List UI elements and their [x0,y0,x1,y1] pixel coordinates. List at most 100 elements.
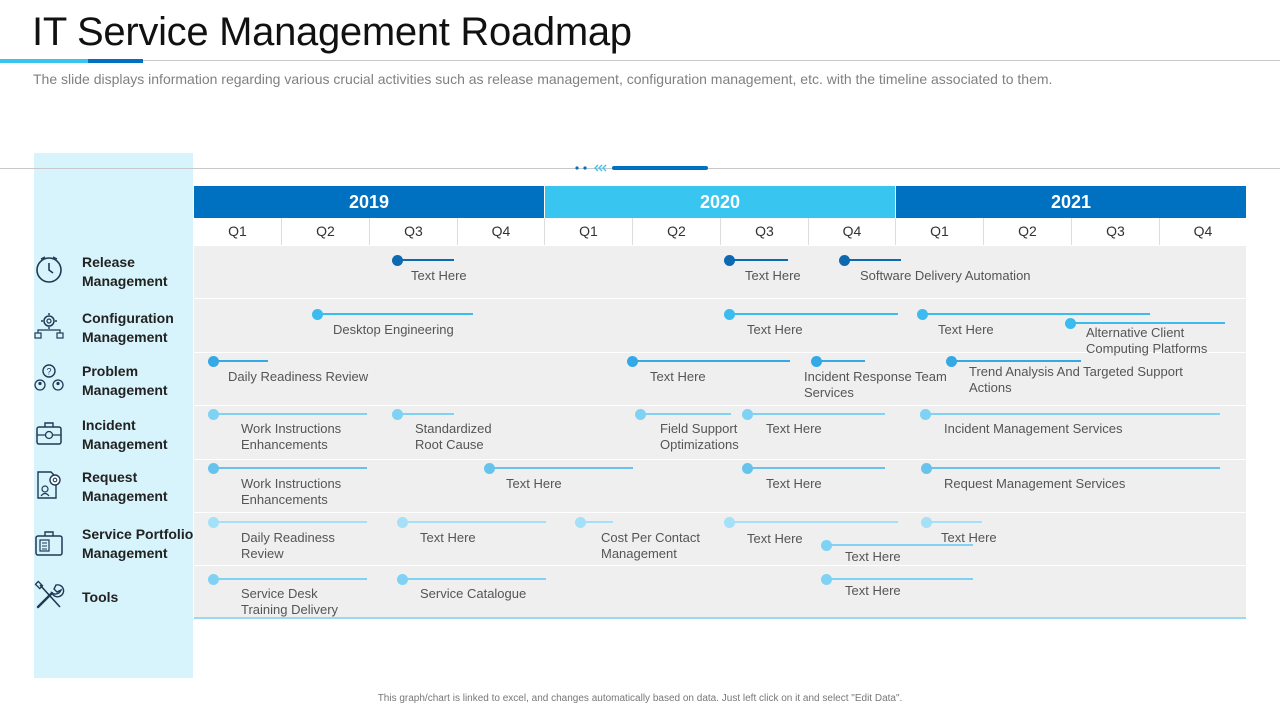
activity-label: Daily Readiness Review [228,369,369,384]
activity-bar [748,467,885,469]
activity-bar [952,360,1081,362]
row-band-tools [194,565,1246,617]
activity-bar [490,467,633,469]
activity-label: Text Here [766,421,822,436]
activity-bar [581,521,613,523]
activity-marker [821,539,832,551]
activity-label: Incident Management Services [944,421,1123,436]
activity-label: Standardized Root Cause [415,421,492,452]
activity-bar [403,521,546,523]
activity-label: Text Here [747,531,803,546]
quarter-label: Q3 [1072,218,1160,245]
svg-text:?: ? [47,367,52,377]
activity-label: Text Here [845,549,901,564]
quarter-label: Q1 [896,218,984,245]
activity-bar [817,360,865,362]
activity-label: Service Desk Training Delivery [241,586,339,617]
tools-icon [34,580,65,609]
title-accent-dark [88,59,143,63]
category-incident-management: Incident Management [82,417,168,452]
activity-label: Text Here [420,530,476,545]
activity-bar [748,413,885,415]
activity-marker [724,308,735,320]
activity-label: Daily Readiness Review [241,530,335,561]
category-request-management: Request Management [82,469,168,504]
activity-bar [845,259,901,261]
activity-label: Text Here [845,583,901,598]
portfolio-briefcase-icon [35,531,63,556]
activity-bar [827,544,973,546]
timeline-bottom-line [194,617,1246,619]
activity-label: Desktop Engineering [333,322,454,337]
quarter-label: Q3 [721,218,809,245]
activity-bar [318,313,473,315]
activity-marker [397,573,408,585]
activity-marker [742,462,753,474]
activity-label: Text Here [506,476,562,491]
activity-bar [927,467,1220,469]
activity-marker [392,408,403,420]
activity-marker [917,308,928,320]
timer-icon [36,256,62,283]
activity-marker [742,408,753,420]
activity-bar [403,578,546,580]
activity-bar [926,413,1220,415]
activity-label: Text Here [411,268,467,283]
activity-bar [214,467,367,469]
activity-bar [398,259,454,261]
title-underline [143,60,1280,61]
activity-bar [730,259,788,261]
activity-label: Text Here [766,476,822,491]
activity-label: Cost Per Contact Management [601,530,700,561]
timeline-nav-indicator [575,164,708,172]
quarter-label: Q2 [282,218,370,245]
year-2021: 2021 [896,186,1246,218]
subtitle: The slide displays information regarding… [33,71,1053,87]
activity-marker [627,355,638,367]
activity-marker [208,516,219,528]
activity-marker [575,516,586,528]
activity-bar [923,313,1150,315]
activity-label: Request Management Services [944,476,1126,491]
activity-label: Software Delivery Automation [860,268,1031,283]
category-tools: Tools [82,589,119,605]
activity-bar [214,413,367,415]
document-gear-icon [37,471,61,499]
quarter-label: Q2 [633,218,721,245]
gears-network-icon [34,313,64,339]
activity-marker [397,516,408,528]
activity-label: Trend Analysis And Targeted Support Acti… [969,364,1183,395]
activity-bar [927,521,982,523]
activity-label: Text Here [745,268,801,283]
problem-users-icon: ? [34,364,64,391]
activity-label: Field Support Optimizations [660,421,739,452]
activity-bar [1071,322,1225,324]
activity-bar [827,578,973,580]
activity-marker [208,408,219,420]
activity-label: Alternative Client Computing Platforms [1086,325,1208,356]
activity-label: Text Here [941,530,997,545]
footer-note: This graph/chart is linked to excel, and… [377,693,903,704]
row-band-release [194,245,1246,298]
year-2019: 2019 [194,186,544,218]
category-configuration-management: Configuration Management [82,310,174,345]
activity-label: Text Here [938,322,994,337]
activity-marker [724,254,735,266]
activity-marker [921,462,932,474]
activity-bar [730,521,898,523]
activity-marker [312,308,323,320]
quarter-label: Q2 [984,218,1072,245]
activity-marker [811,355,822,367]
activity-marker [821,573,832,585]
activity-marker [208,573,219,585]
activity-marker [1065,317,1076,329]
category-problem-management: Problem Management [82,363,168,398]
activity-label: Service Catalogue [420,586,527,601]
category-service-portfolio-management: Service Portfolio Management [82,526,194,561]
activity-bar [214,521,367,523]
activity-bar [398,413,454,415]
activity-bar [633,360,790,362]
quarter-label: Q3 [370,218,458,245]
briefcase-gear-icon [36,422,62,445]
activity-label: Text Here [650,369,706,384]
